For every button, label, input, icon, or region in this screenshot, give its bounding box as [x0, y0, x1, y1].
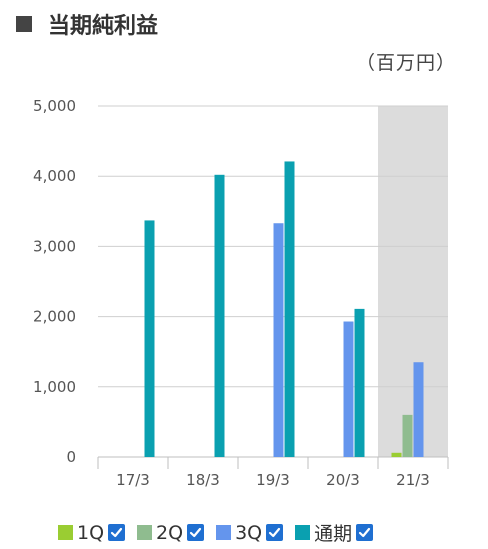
check-icon: [359, 527, 371, 538]
bar-chart: 0 1,000 2,000 3,000 4,000 5,000 17/3 18/3 19/3 20…: [33, 97, 449, 489]
legend-swatch: [58, 525, 73, 540]
check-icon: [269, 527, 281, 538]
bar-20-3-3: [343, 321, 354, 457]
chart-title: 当期純利益: [48, 14, 159, 39]
legend-checkbox[interactable]: [108, 524, 126, 541]
check-icon: [110, 527, 123, 538]
y-tick-label: 1,000: [33, 378, 76, 396]
bar-17-3-4: [144, 220, 155, 457]
check-icon: [189, 527, 202, 538]
bar-19-3-4: [284, 161, 295, 457]
legend-item[interactable]: 2Q: [137, 521, 205, 544]
x-tick-label: 19/3: [256, 471, 290, 489]
bar-21-3-3: [413, 362, 424, 457]
legend-label: 3Q: [235, 521, 263, 544]
highlight-band: [378, 106, 448, 457]
x-tick-label: 20/3: [326, 471, 360, 489]
x-tick-label: 18/3: [186, 471, 220, 489]
y-tick-label: 4,000: [33, 167, 76, 185]
legend-checkbox[interactable]: [266, 524, 284, 541]
legend-checkbox[interactable]: [187, 524, 205, 541]
x-tick-label: 17/3: [116, 471, 150, 489]
y-tick-label: 5,000: [33, 97, 76, 115]
unit-label: （百万円）: [355, 52, 456, 74]
legend-swatch: [137, 525, 153, 540]
y-tick-label: 3,000: [33, 237, 76, 255]
legend-swatch: [216, 525, 232, 540]
y-tick-label: 2,000: [33, 308, 76, 326]
legend-swatch: [295, 525, 311, 540]
bar-20-3-4: [354, 308, 365, 457]
legend-item[interactable]: 1Q: [58, 521, 126, 544]
bar-18-3-4: [214, 174, 225, 457]
bar-19-3-3: [273, 223, 284, 457]
legend-checkbox[interactable]: [356, 524, 374, 541]
chart-title-row: 当期純利益: [16, 8, 158, 40]
x-tick-label: 21/3: [396, 471, 430, 489]
bar-21-3-1: [391, 452, 402, 457]
legend-label: 2Q: [156, 521, 184, 544]
y-tick-label: 0: [66, 448, 76, 466]
legend: 1Q 2Q 3Q 通期: [58, 519, 374, 546]
bar-21-3-2: [402, 414, 413, 457]
legend-item[interactable]: 通期: [295, 519, 374, 546]
title-square-icon: [16, 16, 32, 32]
legend-label: 通期: [314, 523, 353, 545]
legend-label: 1Q: [77, 521, 105, 544]
legend-item[interactable]: 3Q: [216, 521, 284, 544]
